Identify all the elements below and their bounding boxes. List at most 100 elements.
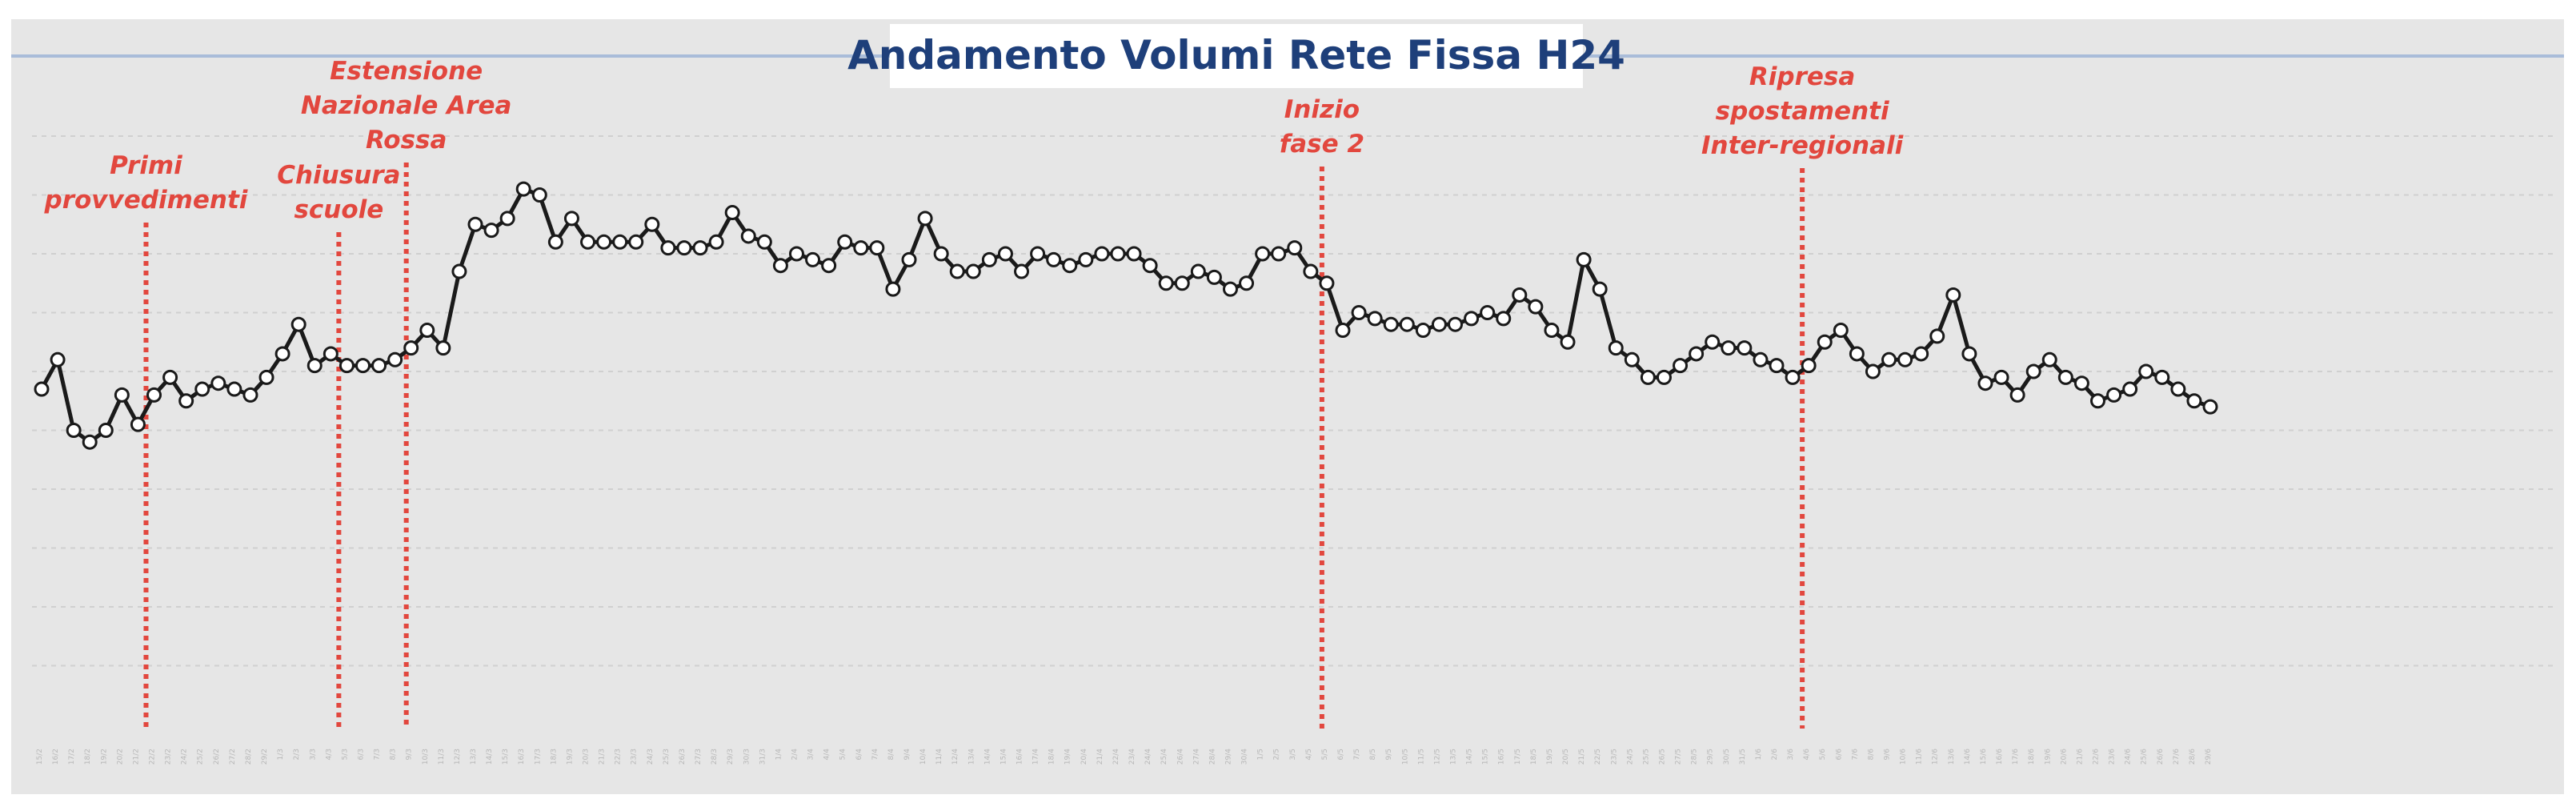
data-point bbox=[1624, 351, 1640, 367]
x-tick-label: 4/3 bbox=[325, 749, 333, 760]
x-tick-label: 15/3 bbox=[502, 749, 510, 765]
x-tick-label: 13/4 bbox=[968, 749, 976, 765]
data-point bbox=[1190, 263, 1206, 279]
x-tick-label: 10/4 bbox=[919, 749, 927, 765]
data-point bbox=[1576, 251, 1592, 267]
data-point bbox=[258, 369, 274, 385]
x-tick-label: 27/4 bbox=[1192, 749, 1200, 765]
data-point bbox=[1977, 375, 1993, 391]
data-point bbox=[805, 251, 821, 267]
x-tick-label: 21/2 bbox=[132, 749, 140, 765]
data-point bbox=[933, 246, 949, 262]
x-tick-label: 20/6 bbox=[2060, 749, 2068, 765]
x-tick-label: 8/6 bbox=[1867, 749, 1875, 761]
data-point bbox=[1897, 351, 1913, 367]
data-point bbox=[451, 263, 467, 279]
data-point bbox=[355, 358, 371, 374]
x-tick-label: 25/2 bbox=[197, 749, 205, 765]
data-point bbox=[1913, 346, 1929, 362]
x-tick-label: 8/5 bbox=[1369, 749, 1377, 760]
x-tick-label: 27/3 bbox=[695, 749, 703, 765]
data-point bbox=[1689, 346, 1705, 362]
data-point bbox=[1431, 316, 1447, 332]
data-point bbox=[869, 240, 885, 256]
x-tick-label: 11/5 bbox=[1417, 749, 1425, 765]
event-label: Ripresa bbox=[1749, 62, 1855, 91]
x-tick-label: 8/3 bbox=[390, 749, 398, 760]
event-label: Inizio bbox=[1284, 95, 1360, 124]
data-point bbox=[1351, 305, 1367, 320]
x-tick-label: 22/6 bbox=[2092, 749, 2100, 765]
data-point bbox=[34, 381, 50, 397]
x-tick-label: 12/5 bbox=[1433, 749, 1441, 765]
event-markers: Primi provvedimenti Chiusura scuole Estensio… bbox=[44, 57, 1904, 729]
x-tick-label: 21/3 bbox=[599, 749, 607, 765]
x-tick-label: 1/4 bbox=[775, 749, 783, 761]
data-point bbox=[853, 240, 869, 256]
data-point bbox=[997, 246, 1013, 262]
data-point bbox=[371, 358, 387, 374]
series-line bbox=[39, 187, 2211, 444]
event-label: Estensione bbox=[330, 57, 483, 86]
data-point bbox=[2025, 363, 2041, 379]
x-tick-label: 17/6 bbox=[2012, 749, 2020, 765]
data-point bbox=[1383, 316, 1399, 332]
data-point bbox=[788, 246, 804, 262]
x-tick-label: 3/4 bbox=[807, 749, 815, 761]
x-tick-label: 26/2 bbox=[213, 749, 221, 765]
x-tick-label: 12/4 bbox=[951, 749, 959, 765]
event-label: fase 2 bbox=[1280, 130, 1364, 159]
data-point bbox=[2154, 369, 2170, 385]
x-tick-label: 7/4 bbox=[871, 749, 879, 761]
x-tick-label: 11/3 bbox=[438, 749, 446, 765]
data-point bbox=[226, 381, 242, 397]
x-tick-label: 6/3 bbox=[357, 749, 365, 760]
x-tick-label: 20/5 bbox=[1562, 749, 1570, 765]
x-tick-label: 1/3 bbox=[277, 749, 285, 760]
data-point bbox=[98, 423, 114, 438]
x-tick-label: 10/5 bbox=[1401, 749, 1409, 765]
data-point bbox=[1239, 275, 1255, 291]
data-point bbox=[435, 340, 451, 356]
x-tick-label: 19/6 bbox=[2044, 749, 2052, 765]
x-tick-label: 2/3 bbox=[293, 749, 301, 760]
x-tick-label: 24/4 bbox=[1144, 749, 1152, 765]
x-tick-label: 26/4 bbox=[1176, 749, 1184, 765]
x-tick-label: 20/4 bbox=[1080, 749, 1088, 765]
data-point bbox=[2138, 363, 2154, 379]
data-point bbox=[1865, 363, 1881, 379]
x-tick-label: 11/4 bbox=[935, 749, 943, 765]
x-tick-label: 21/4 bbox=[1096, 749, 1104, 765]
x-tick-label: 28/6 bbox=[2189, 749, 2197, 765]
x-tick-label: 25/3 bbox=[663, 749, 671, 765]
data-point bbox=[1464, 311, 1480, 327]
data-point bbox=[50, 351, 66, 367]
x-tick-label: 28/5 bbox=[1691, 749, 1699, 765]
x-tick-label: 10/6 bbox=[1900, 749, 1908, 765]
data-point bbox=[467, 216, 483, 232]
data-point bbox=[387, 351, 403, 367]
data-point bbox=[837, 234, 853, 250]
data-point bbox=[339, 358, 355, 374]
x-tick-label: 14/3 bbox=[486, 749, 494, 765]
x-tick-label: 30/5 bbox=[1723, 749, 1731, 765]
data-point bbox=[403, 340, 419, 356]
x-tick-label: 18/6 bbox=[2028, 749, 2036, 765]
x-tick-label: 23/5 bbox=[1610, 749, 1618, 765]
data-point bbox=[1480, 305, 1496, 320]
x-tick-label: 1/6 bbox=[1755, 749, 1763, 761]
x-tick-label: 3/6 bbox=[1787, 749, 1795, 761]
data-point bbox=[1528, 299, 1544, 315]
x-tick-label: 14/6 bbox=[1964, 749, 1972, 765]
x-tick-label: 6/6 bbox=[1835, 749, 1843, 761]
x-tick-label: 27/2 bbox=[229, 749, 237, 765]
data-point bbox=[1367, 311, 1383, 327]
x-tick-labels: 15/2 16/2 17/2 18/2 19/2 20/2 21/2 22/2 23/2 24/2… bbox=[36, 749, 2213, 765]
x-tick-label: 9/3 bbox=[406, 749, 414, 760]
x-tick-label: 29/4 bbox=[1224, 749, 1232, 765]
x-tick-label: 2/4 bbox=[791, 749, 799, 761]
x-tick-label: 25/6 bbox=[2141, 749, 2149, 765]
data-point bbox=[756, 234, 772, 250]
x-tick-label: 30/3 bbox=[743, 749, 751, 765]
x-tick-label: 13/5 bbox=[1450, 749, 1458, 765]
